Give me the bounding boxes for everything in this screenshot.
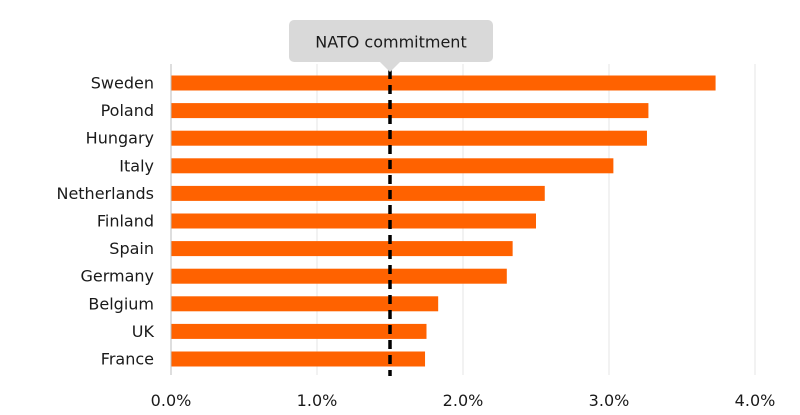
callout-pointer xyxy=(380,62,400,72)
x-tick-label: 0.0% xyxy=(151,391,192,410)
bar-spain xyxy=(171,241,513,257)
callout-box xyxy=(289,20,493,62)
category-label-netherlands: Netherlands xyxy=(56,184,154,203)
bar-hungary xyxy=(171,130,647,146)
x-tick-label: 1.0% xyxy=(297,391,338,410)
bar-poland xyxy=(171,103,649,119)
bars xyxy=(171,75,716,367)
category-label-france: France xyxy=(101,350,154,369)
bar-france xyxy=(171,351,426,367)
x-tick-label: 2.0% xyxy=(443,391,484,410)
category-label-belgium: Belgium xyxy=(88,294,154,313)
bar-sweden xyxy=(171,75,716,91)
bar-finland xyxy=(171,213,536,229)
category-label-uk: UK xyxy=(132,322,155,341)
category-label-sweden: Sweden xyxy=(91,74,154,93)
category-label-italy: Italy xyxy=(119,156,154,175)
category-label-poland: Poland xyxy=(101,101,154,120)
category-label-spain: Spain xyxy=(109,239,154,258)
x-tick-label: 3.0% xyxy=(589,391,630,410)
x-tick-label: 4.0% xyxy=(735,391,776,410)
bar-netherlands xyxy=(171,185,545,201)
category-label-germany: Germany xyxy=(80,267,154,286)
callout-label: NATO commitment xyxy=(315,33,466,52)
bar-germany xyxy=(171,268,507,284)
category-label-finland: Finland xyxy=(97,212,154,231)
bar-uk xyxy=(171,323,427,339)
category-label-hungary: Hungary xyxy=(86,129,154,148)
tick-labels: 0.0% 1.0% 2.0% 3.0% 4.0% xyxy=(151,391,776,410)
bar-italy xyxy=(171,158,614,174)
reference-line-group: NATO commitment xyxy=(289,20,493,376)
bar-belgium xyxy=(171,296,439,312)
category-labels: Sweden Poland Hungary Italy Netherlands Finla… xyxy=(56,74,154,369)
